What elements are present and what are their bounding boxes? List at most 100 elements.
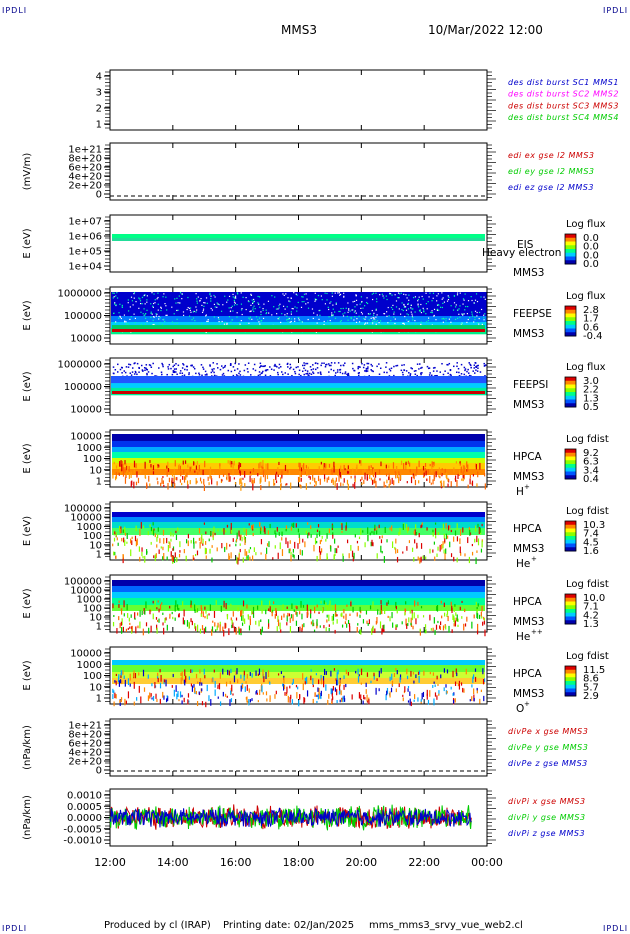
spectrogram-speckle	[334, 538, 336, 544]
spectrogram-speckle	[310, 525, 312, 529]
spectrogram-speckle	[213, 669, 215, 673]
spectrogram-speckle	[153, 323, 155, 326]
spectrogram-speckle	[286, 615, 288, 622]
spectrogram-speckle	[441, 362, 443, 365]
spectrogram-speckle	[448, 296, 450, 298]
spectrogram-speckle	[353, 319, 355, 321]
y-tick-label: 10	[89, 682, 102, 693]
spectrogram-speckle	[297, 366, 299, 368]
spectrogram-speckle	[314, 362, 317, 365]
y-tick-label: 10000	[70, 405, 102, 416]
spectrogram-speckle	[166, 314, 168, 316]
spectrogram-speckle	[197, 296, 199, 298]
spectrogram-speckle	[139, 610, 141, 617]
spectrogram-speckle	[128, 471, 130, 479]
spectrogram-speckle	[457, 309, 459, 311]
spectrogram-speckle	[427, 317, 430, 319]
spectrogram-speckle	[287, 695, 289, 703]
spectrogram-speckle	[122, 467, 125, 474]
spectrogram-speckle	[130, 471, 132, 478]
spectrogram-speckle	[411, 547, 414, 552]
spectrogram-speckle	[199, 628, 202, 634]
spectrogram-speckle	[251, 698, 253, 702]
spectrogram-speckle	[294, 541, 296, 549]
spectrogram-speckle	[465, 668, 467, 675]
spectrogram-speckle	[380, 539, 383, 544]
y-tick-label: 1e+04	[68, 262, 102, 273]
spectrogram-speckle	[140, 311, 142, 313]
spectrogram-speckle	[372, 298, 374, 301]
spectrogram-speckle	[484, 313, 486, 315]
spectrogram-speckle	[462, 465, 464, 471]
colorbar-cell	[565, 684, 576, 689]
spectrogram-speckle	[296, 606, 298, 610]
spectrogram-speckle	[314, 477, 316, 483]
spectrogram-speckle	[138, 685, 140, 693]
spectrogram-speckle	[255, 316, 258, 318]
spectrogram-speckle	[455, 612, 457, 616]
spectrogram-speckle	[157, 677, 159, 683]
spectrogram-speckle	[415, 674, 417, 679]
spectrogram-speckle	[156, 544, 158, 548]
spectrogram-speckle	[470, 366, 472, 369]
spectrogram-speckle	[282, 293, 284, 295]
spectrogram-speckle	[295, 620, 298, 626]
spectrogram-speckle	[448, 323, 450, 325]
colorbar-cell	[565, 403, 576, 408]
spectrogram-speckle	[195, 306, 197, 308]
spectrogram-speckle	[341, 612, 343, 618]
y-tick-label: 0	[96, 190, 102, 201]
spectrogram-speckle	[317, 475, 320, 482]
spectrogram-speckle	[265, 671, 267, 679]
spectrogram-speckle	[195, 541, 197, 544]
spectrogram-speckle	[323, 320, 325, 323]
spectrogram-cell	[111, 295, 487, 299]
spectrogram-speckle	[186, 480, 189, 485]
spectrogram-speckle	[157, 600, 159, 603]
instrument-label: HPCA	[513, 523, 543, 535]
spectrogram-speckle	[365, 682, 367, 688]
spectrogram-speckle	[262, 669, 264, 677]
x-tick-label: 00:00	[471, 856, 503, 869]
spectrogram-speckle	[294, 306, 296, 308]
spectrogram-speckle	[112, 472, 114, 479]
y-tick-label: 10000	[70, 334, 102, 345]
spectrogram-speckle	[204, 460, 206, 468]
spectrogram-speckle	[378, 688, 380, 692]
spectrogram-speckle	[427, 470, 429, 475]
spectrogram-speckle	[393, 316, 395, 318]
spectrogram-speckle	[294, 370, 296, 373]
spectrogram-speckle	[318, 687, 320, 695]
spectrogram-speckle	[319, 314, 321, 316]
spectrogram-speckle	[150, 693, 152, 697]
spectrogram-speckle	[146, 372, 148, 375]
spectrogram-speckle	[213, 374, 216, 377]
spectrogram-speckle	[260, 484, 262, 491]
spectrogram-cell	[111, 310, 487, 314]
spectrogram-speckle	[395, 548, 397, 554]
spectrogram-speckle	[156, 624, 158, 630]
spectrogram-speckle	[286, 686, 288, 693]
spectrogram-speckle	[145, 601, 147, 609]
spectrogram-speckle	[234, 302, 236, 304]
spectrogram-speckle	[432, 685, 434, 688]
spectrogram-speckle	[164, 617, 166, 623]
spectrogram-speckle	[425, 470, 427, 476]
spectrogram-speckle	[166, 465, 168, 469]
spectrogram-speckle	[290, 551, 292, 555]
spectrogram-speckle	[461, 313, 463, 315]
spectrogram-speckle	[408, 617, 410, 623]
spectrogram-speckle	[383, 313, 385, 315]
spectrogram-speckle	[354, 306, 356, 308]
spectrogram-speckle	[470, 364, 472, 367]
spectrogram-speckle	[265, 691, 268, 696]
spectrogram-speckle	[121, 537, 123, 542]
spectrogram-speckle	[181, 375, 184, 377]
spectrogram-speckle	[211, 678, 213, 683]
spectrogram-speckle	[347, 619, 350, 625]
spectrogram-speckle	[151, 529, 153, 534]
spectrogram-speckle	[304, 471, 307, 475]
spectrogram-speckle	[196, 606, 198, 613]
spectrogram-speckle	[182, 314, 185, 316]
spectrogram-speckle	[280, 671, 283, 675]
